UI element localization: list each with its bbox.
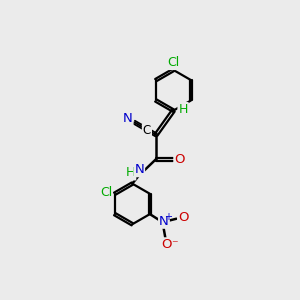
Text: H: H — [126, 167, 135, 179]
Text: N: N — [123, 112, 133, 125]
Text: O: O — [161, 238, 172, 251]
Text: O: O — [174, 153, 185, 166]
Text: N: N — [134, 163, 144, 176]
Text: ⁻: ⁻ — [171, 238, 177, 251]
Text: C: C — [143, 124, 151, 137]
Text: +: + — [164, 212, 172, 222]
Text: H: H — [178, 103, 188, 116]
Text: O: O — [178, 211, 189, 224]
Text: N: N — [159, 215, 169, 228]
Text: Cl: Cl — [100, 186, 112, 199]
Text: Cl: Cl — [167, 56, 179, 69]
